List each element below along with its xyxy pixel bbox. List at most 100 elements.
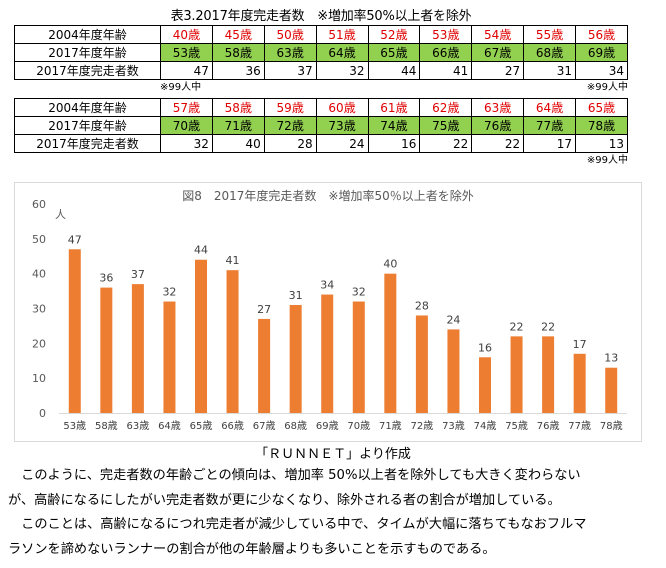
bar — [100, 287, 113, 413]
row-header: 2004年度年齢 — [14, 98, 161, 117]
x-tick-label: 53歳 — [63, 420, 86, 432]
chart-title: 図8 2017年度完走者数 ※増加率50％以上者を除外 — [182, 188, 474, 203]
x-tick-label: 73歳 — [442, 420, 465, 432]
x-tick-label: 72歳 — [411, 420, 434, 432]
age-2017-cell: 70歳 — [160, 116, 213, 135]
table-row: 2017年度年齢 70歳 71歳 72歳 73歳 74歳 75歳 76歳 77歳… — [14, 116, 628, 135]
paragraph-line: ラソンを諦めないランナーの割合が他の年齢層よりも多いことを示すものである。 — [8, 541, 496, 557]
bar — [68, 249, 81, 413]
table-title: 表3.2017年度完走者数 ※増加率50%以上者を除外 — [170, 9, 472, 24]
x-tick-label: 64歳 — [158, 420, 181, 432]
finishers-cell: 17 — [523, 134, 576, 153]
age-2004-cell: 45歳 — [211, 25, 265, 44]
age-2004-cell: 51歳 — [315, 25, 369, 44]
x-tick-label: 76歳 — [537, 420, 560, 432]
age-2004-cell: 54歳 — [471, 25, 525, 44]
finishers-cell: 41 — [419, 61, 473, 80]
y-tick-label: 20 — [32, 337, 46, 350]
data-label: 32 — [352, 286, 366, 299]
row-header: 2017年度完走者数 — [14, 134, 161, 153]
age-2004-cell: 65歳 — [575, 98, 628, 117]
age-2004-cell: 57歳 — [160, 98, 213, 117]
x-tick-label: 77歳 — [568, 420, 591, 432]
finishers-cell: 47 — [160, 61, 213, 80]
age-2004-cell: 53歳 — [419, 25, 473, 44]
data-label: 24 — [446, 313, 460, 326]
data-label: 41 — [226, 254, 240, 267]
bar — [384, 273, 397, 413]
x-tick-label: 69歳 — [316, 420, 339, 432]
bar-chart: 図8 2017年度完走者数 ※増加率50％以上者を除外 0 10 20 30 40 50 60… — [14, 182, 642, 442]
age-2017-cell: 69歳 — [575, 43, 628, 62]
bar — [321, 294, 334, 413]
bar — [163, 301, 176, 413]
bar — [479, 357, 491, 413]
data-label: 32 — [162, 286, 176, 299]
x-tick-label: 74歳 — [474, 420, 497, 432]
age-2017-cell: 72歳 — [263, 116, 317, 135]
finishers-cell: 27 — [471, 61, 525, 80]
finishers-cell: 31 — [523, 61, 576, 80]
age-2004-cell: 62歳 — [419, 98, 473, 117]
age-2017-cell: 73歳 — [315, 116, 369, 135]
finishers-cell: 37 — [263, 61, 317, 80]
data-label: 17 — [573, 338, 587, 351]
table-note: ※99人中 — [586, 82, 628, 93]
data-label: 16 — [478, 341, 492, 354]
finishers-cell: 44 — [367, 61, 421, 80]
bar — [415, 315, 428, 413]
age-2017-cell: 76歳 — [471, 116, 525, 135]
y-tick-label: 60 — [32, 198, 46, 211]
age-2017-cell: 68歳 — [523, 43, 576, 62]
age-2017-cell: 74歳 — [367, 116, 421, 135]
finishers-cell: 28 — [263, 134, 317, 153]
age-2004-cell: 55歳 — [523, 25, 576, 44]
age-2017-cell: 77歳 — [523, 116, 576, 135]
table-block-2: 2004年度年齢 57歳 58歳 59歳 60歳 61歳 62歳 63歳 64歳… — [14, 98, 628, 169]
table-row: 2004年度年齢 57歳 58歳 59歳 60歳 61歳 62歳 63歳 64歳… — [14, 98, 628, 117]
bar — [542, 336, 555, 413]
data-label: 28 — [415, 299, 429, 312]
bar — [131, 284, 144, 413]
table-row: 2017年度年齢 53歳 58歳 63歳 64歳 65歳 66歳 67歳 68歳… — [14, 43, 628, 62]
x-tick-label: 71歳 — [379, 420, 402, 432]
y-tick-label: 40 — [32, 268, 46, 281]
row-header: 2017年度年齢 — [14, 43, 161, 62]
bar — [605, 367, 618, 413]
finishers-cell: 22 — [419, 134, 473, 153]
y-unit-label: 人 — [55, 208, 66, 221]
age-2017-cell: 64歳 — [315, 43, 369, 62]
bar — [258, 318, 271, 413]
finishers-table-1: 2004年度年齢 40歳 45歳 50歳 51歳 52歳 53歳 54歳 55歳… — [14, 25, 628, 80]
x-tick-label: 78歳 — [600, 420, 623, 432]
data-label: 40 — [383, 258, 397, 271]
x-tick-label: 58歳 — [95, 420, 118, 432]
bar — [573, 353, 586, 413]
y-tick-label: 10 — [32, 372, 46, 385]
age-2004-cell: 63歳 — [471, 98, 525, 117]
x-tick-label: 63歳 — [127, 420, 150, 432]
data-label: 27 — [257, 303, 271, 316]
table-row: 2004年度年齢 40歳 45歳 50歳 51歳 52歳 53歳 54歳 55歳… — [14, 25, 628, 44]
finishers-cell: 16 — [367, 134, 421, 153]
data-label: 44 — [194, 244, 208, 257]
x-tick-label: 65歳 — [190, 420, 213, 432]
data-label: 34 — [320, 279, 334, 292]
data-label: 31 — [289, 289, 303, 302]
data-label: 36 — [99, 272, 113, 285]
age-2004-cell: 61歳 — [367, 98, 421, 117]
finishers-cell: 22 — [471, 134, 525, 153]
data-label: 47 — [68, 233, 82, 246]
row-header: 2004年度年齢 — [14, 25, 161, 44]
data-label: 37 — [131, 268, 145, 281]
x-tick-label: 70歳 — [347, 420, 370, 432]
age-2004-cell: 64歳 — [523, 98, 576, 117]
table-block-1: 表3.2017年度完走者数 ※増加率50%以上者を除外 2004年度年齢 40歳… — [14, 8, 628, 96]
age-2004-cell: 60歳 — [315, 98, 369, 117]
finishers-cell: 40 — [211, 134, 265, 153]
finishers-cell: 34 — [575, 61, 628, 80]
finishers-cell: 36 — [211, 61, 265, 80]
paragraph-line: が、高齢になるにしたがい完走者数が更に少なくなり、除外される者の割合が増加してい… — [8, 492, 561, 508]
finishers-cell: 24 — [315, 134, 369, 153]
x-tick-label: 75歳 — [505, 420, 528, 432]
